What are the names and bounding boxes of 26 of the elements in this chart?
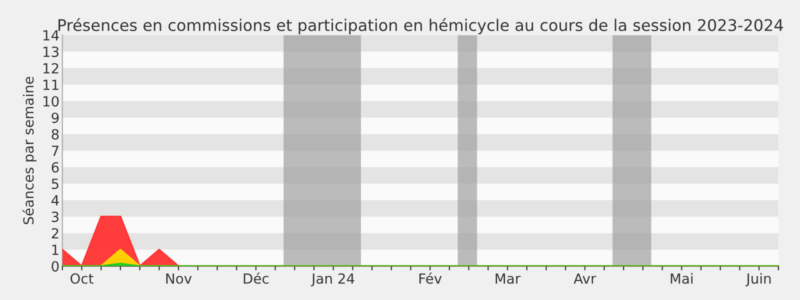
x-tick-label: Mar [496, 273, 521, 284]
y-tick-label: 5 [52, 178, 58, 190]
x-tick-label: Avr [574, 273, 596, 284]
y-tick-label: 4 [51, 195, 59, 206]
chart-title: Présences en commissions et participation en hémicycle au cours de la session 2023-2024 [58, 18, 783, 34]
y-tick-label: 12 [43, 63, 58, 74]
y-tick-label: 2 [52, 228, 58, 238]
y-tick-label: 3 [52, 212, 59, 222]
x-tick-label: Jan 24 [310, 273, 354, 286]
y-tick-label: 7 [52, 146, 58, 156]
y-tick-label: 9 [52, 112, 59, 124]
y-tick-label: 8 [52, 129, 59, 140]
x-tick-label: Fév [419, 272, 442, 284]
x-tick-label: Juin [746, 273, 771, 286]
y-tick-label: 1 [52, 244, 58, 255]
y-tick-label: 13 [43, 46, 59, 58]
y-tick-label: 10 [43, 96, 59, 107]
y-tick-label: 6 [52, 162, 59, 173]
y-tick-label: 11 [43, 80, 58, 90]
y-tick-label: 14 [43, 30, 59, 40]
y-tick-label: 0 [52, 261, 59, 272]
x-tick-label: Déc [244, 272, 268, 284]
y-axis-title: Séances par semaine [22, 76, 36, 224]
x-tick-label: Nov [166, 273, 192, 284]
x-tick-label: Oct [70, 273, 94, 284]
x-tick-label: Mai [670, 273, 693, 284]
